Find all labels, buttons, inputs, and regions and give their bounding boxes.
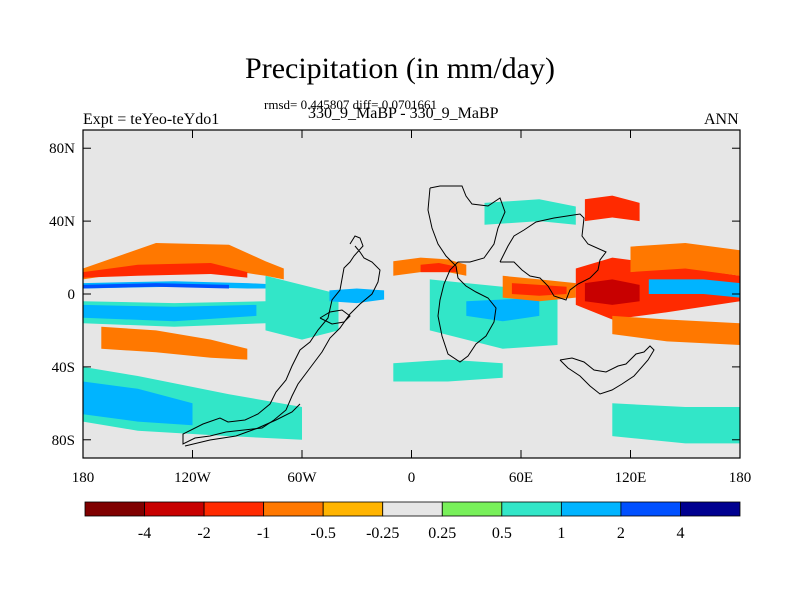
colorbar-label: 0.5 <box>492 525 512 542</box>
x-tick-label: 180 <box>729 470 752 486</box>
colorbar-swatch <box>203 501 265 517</box>
y-tick-label: 80N <box>49 141 75 157</box>
coastline-asia <box>499 213 607 301</box>
chart-title: Precipitation (in mm/day) <box>245 52 555 85</box>
colorbar-swatch <box>620 501 681 517</box>
colorbar: -4 -2 -1 -0.5 -0.25 0.25 0.5 1 2 4 <box>84 501 741 542</box>
coastline-australia <box>559 345 655 395</box>
colorbar-label: 4 <box>676 525 684 542</box>
anomaly-wpac-cyan <box>648 279 740 298</box>
anomaly-asia-n-red <box>584 195 640 222</box>
anomaly-maritime-orange <box>630 243 740 276</box>
anomaly-pacific-n-band-red <box>83 263 248 278</box>
coastline-greenland <box>319 309 351 325</box>
season-label: ANN <box>704 111 739 128</box>
colorbar-label: -2 <box>197 525 210 542</box>
colorbar-swatch <box>144 501 205 517</box>
colorbar-label: -0.5 <box>311 525 336 542</box>
anomaly-sahel-red <box>420 263 458 273</box>
x-tick-label: 0 <box>408 470 416 486</box>
colorbar-label: -1 <box>257 525 270 542</box>
anomaly-indian-ocean-cyan <box>466 297 540 322</box>
anomaly-pacific-eq-blue <box>83 283 229 289</box>
colorbar-swatch <box>501 501 562 517</box>
colorbar-label: 0.25 <box>428 525 456 542</box>
x-tick-label: 60E <box>509 470 533 486</box>
colorbar-swatch <box>322 501 384 517</box>
colorbar-label: -0.25 <box>366 525 399 542</box>
anomaly-pacific-s-cyan <box>83 304 257 322</box>
anomaly-india-red <box>511 283 567 296</box>
anomaly-pacific-south-orange <box>101 326 248 360</box>
anomaly-se-pacific-green <box>612 403 740 444</box>
anomaly-pacific-sw-cyan <box>83 381 193 426</box>
x-tick-label: 180 <box>72 470 95 486</box>
y-tick-label: 40S <box>52 360 75 376</box>
experiment-label: Expt = teYeo-teYdo1 <box>83 111 220 128</box>
colorbar-swatch <box>680 501 741 517</box>
x-axis: 180 120W 60W 0 60E 120E 180 <box>72 130 752 486</box>
x-tick-label: 60W <box>287 470 317 486</box>
coastline-americas <box>182 235 381 445</box>
colorbar-swatch <box>441 501 503 517</box>
colorbar-swatch <box>263 501 324 517</box>
colorbar-swatch <box>560 501 622 517</box>
y-tick-label: 40N <box>49 214 75 230</box>
anomaly-spcz-orange <box>612 315 740 345</box>
coastline-africa-europe <box>427 185 506 363</box>
stats-line: rmsd= 0.445807 diff= 0.0701661 <box>264 97 437 112</box>
coastline-antarctica <box>184 403 301 447</box>
x-tick-label: 120E <box>615 470 647 486</box>
y-tick-label: 0 <box>68 287 76 303</box>
colorbar-swatch <box>382 501 443 517</box>
anomaly-amazon-green <box>265 275 339 340</box>
y-tick-label: 80S <box>52 433 75 449</box>
anomaly-atlantic-eq-cyan <box>329 288 385 304</box>
colorbar-swatch <box>84 501 145 517</box>
anomaly-south-atlantic-green <box>393 359 503 382</box>
colorbar-label: 2 <box>617 525 625 542</box>
x-tick-label: 120W <box>174 470 212 486</box>
coastlines <box>182 185 655 447</box>
y-axis: 80N 40N 0 40S 80S <box>49 141 740 449</box>
anomaly-maritime-darkred <box>584 279 640 305</box>
chart-subtitle: 330_9_MaBP - 330_9_MaBP <box>308 105 499 122</box>
colorbar-label: 1 <box>557 525 565 542</box>
colorbar-label: -4 <box>138 525 151 542</box>
